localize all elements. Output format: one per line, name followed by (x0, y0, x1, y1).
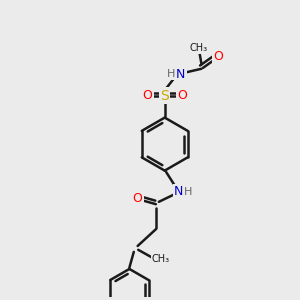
Text: N: N (174, 185, 183, 198)
Text: S: S (160, 88, 169, 103)
Text: O: O (133, 192, 142, 206)
Text: O: O (177, 89, 187, 102)
Text: CH₃: CH₃ (152, 254, 170, 264)
Text: O: O (143, 89, 153, 102)
Text: H: H (167, 69, 176, 79)
Text: N: N (176, 68, 186, 81)
Text: H: H (184, 187, 193, 197)
Text: CH₃: CH₃ (190, 43, 208, 53)
Text: O: O (213, 50, 223, 63)
